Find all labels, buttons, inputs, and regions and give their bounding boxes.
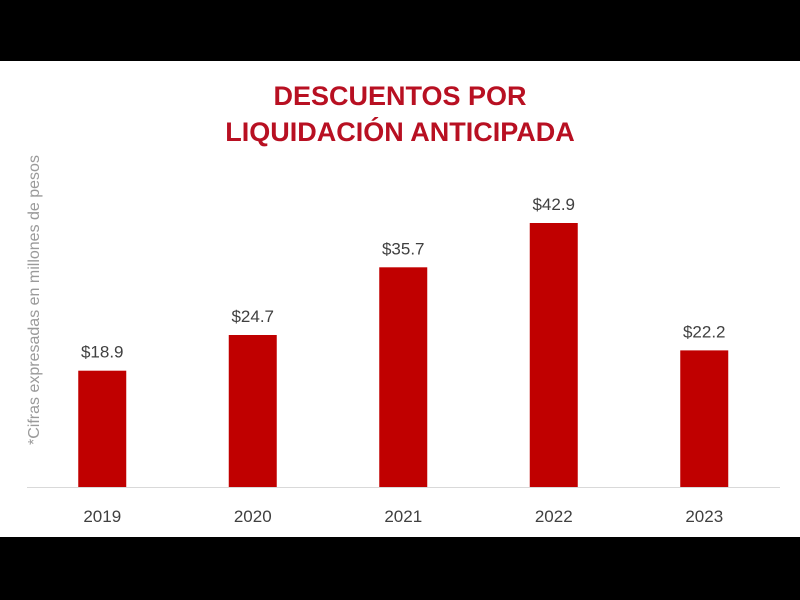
data-label-2020: $24.7 [231, 307, 274, 326]
x-tick-label-2021: 2021 [384, 507, 422, 526]
bar-2022 [529, 223, 578, 487]
bar-2023 [680, 350, 729, 487]
data-label-2019: $18.9 [81, 343, 124, 362]
x-tick-label-2022: 2022 [535, 507, 573, 526]
chart-title-line-1: DESCUENTOS POR [273, 81, 527, 111]
data-label-2022: $42.9 [532, 195, 575, 214]
x-tick-label-2023: 2023 [685, 507, 723, 526]
chart-title: DESCUENTOS POR LIQUIDACIÓN ANTICIPADA [0, 78, 800, 150]
x-tick-label-2020: 2020 [234, 507, 272, 526]
x-tick-label-2019: 2019 [83, 507, 121, 526]
bar-2021 [379, 267, 428, 487]
chart-title-line-2: LIQUIDACIÓN ANTICIPADA [225, 117, 575, 147]
data-label-2023: $22.2 [683, 322, 726, 341]
bar-2020 [228, 335, 277, 487]
data-label-2021: $35.7 [382, 239, 425, 258]
bar-2019 [78, 370, 127, 487]
